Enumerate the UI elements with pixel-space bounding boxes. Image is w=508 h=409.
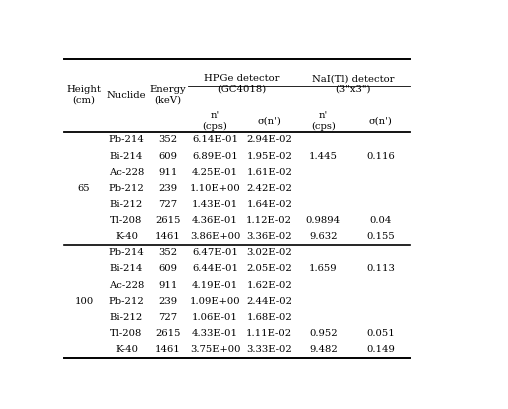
Text: K-40: K-40 xyxy=(115,232,138,241)
Text: 1.10E+00: 1.10E+00 xyxy=(189,184,240,193)
Text: 911: 911 xyxy=(158,168,177,177)
Text: 1.06E-01: 1.06E-01 xyxy=(192,313,238,322)
Text: 609: 609 xyxy=(158,151,177,160)
Text: 3.02E-02: 3.02E-02 xyxy=(246,248,292,257)
Text: 4.33E-01: 4.33E-01 xyxy=(192,329,238,338)
Text: 1.62E-02: 1.62E-02 xyxy=(246,281,292,290)
Text: HPGe detector
(GC4018): HPGe detector (GC4018) xyxy=(204,74,279,94)
Text: 1.61E-02: 1.61E-02 xyxy=(246,168,292,177)
Text: 352: 352 xyxy=(158,248,177,257)
Text: 1461: 1461 xyxy=(155,232,181,241)
Text: 2.94E-02: 2.94E-02 xyxy=(246,135,292,144)
Text: 1.445: 1.445 xyxy=(309,151,338,160)
Text: Ac-228: Ac-228 xyxy=(109,281,144,290)
Text: 3.33E-02: 3.33E-02 xyxy=(246,345,292,354)
Text: K-40: K-40 xyxy=(115,345,138,354)
Text: 4.25E-01: 4.25E-01 xyxy=(192,168,238,177)
Text: Pb-214: Pb-214 xyxy=(109,135,144,144)
Text: 609: 609 xyxy=(158,265,177,274)
Text: 6.14E-01: 6.14E-01 xyxy=(192,135,238,144)
Text: 9.482: 9.482 xyxy=(309,345,338,354)
Text: 6.47E-01: 6.47E-01 xyxy=(192,248,238,257)
Text: n'
(cps): n' (cps) xyxy=(203,111,228,130)
Text: 1.659: 1.659 xyxy=(309,265,338,274)
Text: 3.86E+00: 3.86E+00 xyxy=(190,232,240,241)
Text: 1.11E-02: 1.11E-02 xyxy=(246,329,292,338)
Text: 4.36E-01: 4.36E-01 xyxy=(192,216,238,225)
Text: 2615: 2615 xyxy=(155,329,180,338)
Text: 0.9894: 0.9894 xyxy=(306,216,341,225)
Text: 1461: 1461 xyxy=(155,345,181,354)
Text: 1.12E-02: 1.12E-02 xyxy=(246,216,292,225)
Text: Nuclide: Nuclide xyxy=(107,91,146,100)
Text: Bi-214: Bi-214 xyxy=(110,265,143,274)
Text: 0.113: 0.113 xyxy=(366,265,395,274)
Text: Pb-212: Pb-212 xyxy=(109,297,144,306)
Text: 0.116: 0.116 xyxy=(366,151,395,160)
Text: Ac-228: Ac-228 xyxy=(109,168,144,177)
Text: 239: 239 xyxy=(158,297,177,306)
Text: Bi-214: Bi-214 xyxy=(110,151,143,160)
Text: 0.155: 0.155 xyxy=(366,232,395,241)
Text: Bi-212: Bi-212 xyxy=(110,313,143,322)
Text: n'
(cps): n' (cps) xyxy=(311,111,336,130)
Text: 100: 100 xyxy=(75,297,94,306)
Text: 911: 911 xyxy=(158,281,177,290)
Text: Tl-208: Tl-208 xyxy=(110,329,143,338)
Text: 0.149: 0.149 xyxy=(366,345,395,354)
Text: 65: 65 xyxy=(78,184,90,193)
Text: 2.42E-02: 2.42E-02 xyxy=(246,184,292,193)
Text: 2.44E-02: 2.44E-02 xyxy=(246,297,292,306)
Text: 6.89E-01: 6.89E-01 xyxy=(192,151,238,160)
Text: 1.43E-01: 1.43E-01 xyxy=(192,200,238,209)
Text: Energy
(keV): Energy (keV) xyxy=(149,85,186,105)
Text: 2.05E-02: 2.05E-02 xyxy=(246,265,292,274)
Text: 0.952: 0.952 xyxy=(309,329,338,338)
Text: 1.09E+00: 1.09E+00 xyxy=(190,297,240,306)
Text: 0.051: 0.051 xyxy=(366,329,395,338)
Text: 352: 352 xyxy=(158,135,177,144)
Text: Pb-214: Pb-214 xyxy=(109,248,144,257)
Text: 239: 239 xyxy=(158,184,177,193)
Text: 3.36E-02: 3.36E-02 xyxy=(246,232,292,241)
Text: Tl-208: Tl-208 xyxy=(110,216,143,225)
Text: 1.68E-02: 1.68E-02 xyxy=(246,313,292,322)
Text: 6.44E-01: 6.44E-01 xyxy=(192,265,238,274)
Text: 3.75E+00: 3.75E+00 xyxy=(190,345,240,354)
Text: 727: 727 xyxy=(158,200,177,209)
Text: 9.632: 9.632 xyxy=(309,232,338,241)
Text: Bi-212: Bi-212 xyxy=(110,200,143,209)
Text: 1.95E-02: 1.95E-02 xyxy=(246,151,292,160)
Text: 4.19E-01: 4.19E-01 xyxy=(192,281,238,290)
Text: Height
(cm): Height (cm) xyxy=(67,85,102,105)
Text: σ(n'): σ(n') xyxy=(368,116,392,125)
Text: NaI(Tl) detector
(3"x3"): NaI(Tl) detector (3"x3") xyxy=(311,74,394,94)
Text: 2615: 2615 xyxy=(155,216,180,225)
Text: σ(n'): σ(n') xyxy=(257,116,281,125)
Text: 1.64E-02: 1.64E-02 xyxy=(246,200,292,209)
Text: 727: 727 xyxy=(158,313,177,322)
Text: Pb-212: Pb-212 xyxy=(109,184,144,193)
Text: 0.04: 0.04 xyxy=(369,216,392,225)
